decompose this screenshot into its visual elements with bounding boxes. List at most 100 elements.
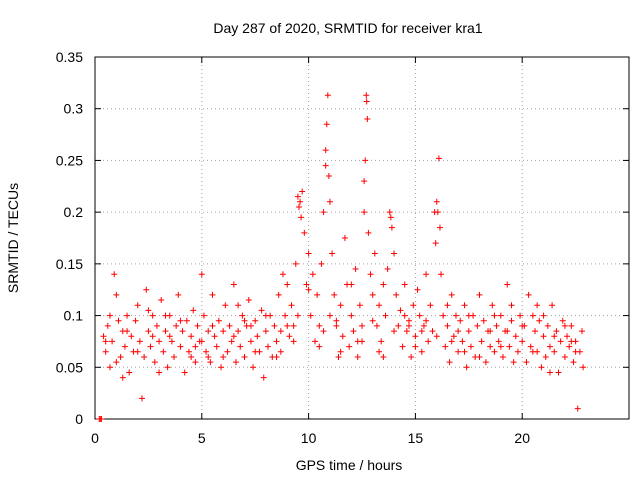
data-point [525,291,532,298]
x-tick-label: 5 [198,430,206,446]
data-point [410,302,417,309]
data-point [504,328,511,335]
data-point [235,328,242,335]
data-point [245,297,252,304]
data-point [476,291,483,298]
data-point [504,281,511,288]
y-tick-label: 0.35 [56,49,83,65]
data-point [557,338,564,345]
data-point [158,297,165,304]
data-point [134,348,141,355]
data-point [561,353,568,360]
data-point [549,302,556,309]
data-point [203,348,210,355]
data-point [277,328,284,335]
data-point [323,121,330,128]
data-point [405,317,412,324]
data-point [303,281,310,288]
data-point [382,312,389,319]
data-point [551,333,558,340]
data-point [369,317,376,324]
data-point [519,338,526,345]
data-point [104,322,111,329]
data-point [156,338,163,345]
data-point [273,338,280,345]
data-point [397,307,404,314]
data-point [252,317,259,324]
data-point [489,302,496,309]
data-point [361,178,368,185]
data-point [175,291,182,298]
data-point [416,312,423,319]
data-point [487,328,494,335]
data-point [211,333,218,340]
data-point [305,250,312,257]
data-point [487,343,494,350]
data-point [326,312,333,319]
x-tick-label: 0 [91,430,99,446]
data-point [401,312,408,319]
data-point [254,333,261,340]
data-point [405,322,412,329]
data-point [510,359,517,366]
data-point [192,359,199,366]
data-point [241,353,248,360]
data-point [230,333,237,340]
data-point [572,348,579,355]
data-point [508,317,515,324]
data-point [188,333,195,340]
data-point [128,333,135,340]
data-point [412,333,419,340]
data-point [113,291,120,298]
data-point [205,328,212,335]
data-point [388,224,395,231]
data-point [376,302,383,309]
data-point [361,209,368,216]
data-point [247,322,254,329]
data-point [561,322,568,329]
x-tick-label: 15 [408,430,424,446]
data-point [147,343,154,350]
data-point [314,291,321,298]
data-point [508,302,515,309]
data-point [391,328,398,335]
data-point [288,302,295,309]
data-point [356,302,363,309]
data-point [252,348,259,355]
data-point [149,333,156,340]
data-point [384,266,391,273]
data-point [177,317,184,324]
data-point [436,224,443,231]
data-point [316,343,323,350]
data-point [536,317,543,324]
data-point [134,302,141,309]
data-point [418,348,425,355]
data-point [220,353,227,360]
data-point [143,286,150,293]
data-point [237,343,244,350]
data-point [320,328,327,335]
data-point [250,364,257,371]
data-point [448,338,455,345]
data-point [230,281,237,288]
data-point [391,250,398,257]
data-point [373,322,380,329]
data-point [173,322,180,329]
data-point [566,343,573,350]
data-point [98,416,105,422]
data-point [339,333,346,340]
data-point [491,312,498,319]
data-point [183,317,190,324]
data-point [294,312,301,319]
data-point [124,312,131,319]
data-point [482,359,489,366]
data-point [461,302,468,309]
data-point [286,333,293,340]
data-point [160,348,167,355]
data-point [218,364,225,371]
data-point [523,359,530,366]
data-point [538,364,545,371]
data-point [132,317,139,324]
data-point [425,338,432,345]
data-point [179,328,186,335]
